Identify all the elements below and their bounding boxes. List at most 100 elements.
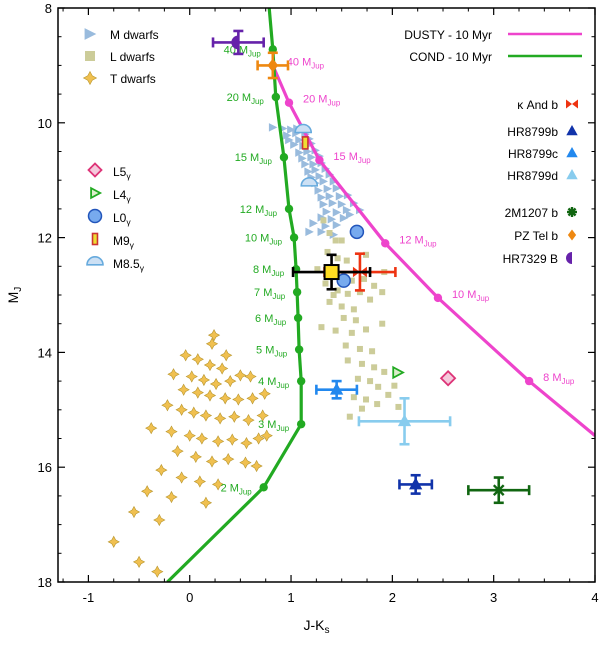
l-dwarf-point — [314, 266, 321, 273]
object-marker — [409, 477, 423, 490]
t-dwarf-point — [141, 485, 154, 498]
dusty-mass-label: 12 MJup — [399, 234, 437, 248]
object-young-m8-5 — [294, 123, 312, 134]
dusty-mass-point — [284, 98, 294, 107]
legend-marker — [84, 28, 97, 40]
cond-mass-label: 8 MJup — [253, 264, 285, 278]
legend-young-label-main: M8.5 — [113, 257, 140, 271]
l-dwarf-point — [350, 306, 357, 313]
legend-object-marker — [566, 99, 578, 109]
dusty-mass-point — [315, 155, 324, 165]
y-axis-label-group: MJ — [5, 287, 24, 304]
legend-model-label: DUSTY - 10 Myr — [404, 28, 492, 42]
t-dwarf-point — [197, 373, 211, 387]
legend-model-label: COND - 10 Myr — [409, 50, 492, 64]
l-dwarf-point — [326, 230, 333, 237]
object-young-m9 — [301, 136, 309, 150]
legend-label: T dwarfs — [110, 72, 156, 86]
l-dwarf-point — [348, 329, 355, 336]
l-dwarf-point — [350, 394, 357, 401]
t-dwarf-point — [167, 368, 180, 381]
cond-mass-point — [271, 92, 281, 102]
cond-mass-label-sub: Jup — [239, 487, 252, 496]
l-dwarf-point — [367, 296, 374, 303]
legend-object-marker — [567, 229, 577, 241]
t-dwarf-point — [207, 329, 221, 342]
object-marker-fill — [231, 35, 239, 50]
t-dwarf-point — [191, 353, 204, 366]
object-hr8799c — [315, 379, 359, 400]
m-dwarf-point — [287, 125, 296, 134]
t-dwarf-point — [220, 349, 233, 362]
object-2m1207-b — [467, 476, 531, 505]
cond-mass-label: 6 MJup — [255, 313, 287, 327]
cond-mass-label-main: 12 M — [240, 204, 264, 216]
t-dwarf-point — [175, 403, 188, 416]
legend-young-marker — [90, 186, 103, 200]
t-dwarf-point — [195, 432, 209, 445]
l-dwarf-point — [338, 303, 345, 310]
y-tick-label: 10 — [38, 116, 52, 131]
object-yellow-square — [291, 253, 372, 291]
t-dwarf-point — [161, 399, 174, 412]
l-dwarf-point — [344, 357, 351, 364]
legend-young-label: M8.5γ — [113, 257, 145, 273]
t-dwarf-point — [211, 478, 225, 491]
l-dwarf-point — [395, 403, 402, 410]
legend-young-label-sub: γ — [126, 171, 131, 181]
m-dwarf-point — [335, 192, 345, 201]
legend-young-label-main: M9 — [113, 234, 130, 248]
l-dwarf-point — [363, 251, 370, 258]
l-dwarf-point — [391, 382, 398, 389]
t-dwarf-point — [232, 393, 245, 406]
m-dwarf-point — [305, 227, 314, 237]
t-dwarf-point — [252, 432, 265, 445]
cond-mass-label-main: 20 M — [227, 92, 251, 104]
t-dwarf-point — [213, 412, 227, 425]
t-dwarf-point — [256, 409, 269, 422]
m-dwarf-point — [323, 184, 333, 194]
t-dwarf-point — [165, 490, 178, 504]
cond-mass-point — [279, 153, 289, 162]
legend-young-marker — [87, 162, 103, 178]
dusty-mass-point — [524, 376, 534, 386]
legend-model-label-main: DUSTY - 10 Myr — [404, 28, 492, 42]
y-axis-label: MJ — [5, 287, 24, 304]
cond-mass-label: 40 MJup — [224, 44, 262, 58]
t-dwarf-point — [189, 450, 202, 464]
y-tick-label: 16 — [38, 460, 52, 475]
dusty-mass-label: 15 MJup — [333, 151, 371, 165]
cond-mass-label-sub: Jup — [276, 424, 289, 433]
legend-label: L dwarfs — [110, 50, 155, 64]
l-dwarf-point — [320, 217, 327, 224]
legend-object-marker — [567, 207, 577, 217]
cond-mass-label-sub: Jup — [251, 97, 264, 106]
legend-young-label-main: L0 — [113, 211, 127, 225]
cond-mass-point — [259, 483, 268, 492]
dusty-mass-label: 20 MJup — [303, 94, 341, 108]
dusty-mass-point — [433, 293, 443, 303]
legend-marker — [85, 51, 95, 61]
legend-object-label: HR8799c — [508, 147, 558, 161]
legend-label-main: L dwarfs — [110, 50, 155, 64]
m-dwarf-point — [337, 200, 347, 209]
cond-mass-label-sub: Jup — [273, 318, 286, 327]
t-dwarf-point — [203, 389, 217, 402]
x-axis-label-main: J-K — [303, 617, 325, 633]
m-dwarf-point — [332, 184, 342, 193]
t-dwarf-point — [240, 436, 253, 450]
l-dwarf-point — [371, 364, 378, 371]
t-dwarf-point — [155, 463, 168, 477]
m-dwarf-point — [339, 213, 349, 223]
cond-mass-label-sub: Jup — [269, 238, 282, 247]
cond-mass-label-main: 8 M — [253, 264, 271, 276]
m-dwarf-point — [317, 227, 326, 237]
t-dwarf-point — [107, 535, 120, 548]
l-dwarf-point — [363, 396, 370, 403]
dusty-mass-label-main: 15 M — [333, 151, 357, 163]
l-dwarf-point — [332, 237, 339, 244]
object-marker — [336, 273, 351, 288]
object-pz-tel-b — [256, 51, 290, 80]
